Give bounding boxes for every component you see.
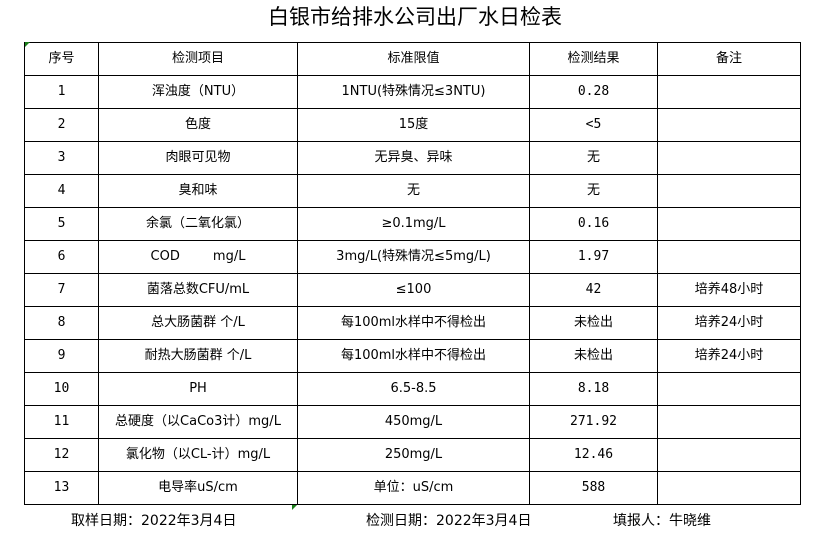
cell-item: 菌落总数CFU/mL — [98, 273, 298, 307]
inspection-table: 序号 检测项目 标准限值 检测结果 备注 1 浑浊度（NTU） 1NTU(特殊情况≤… — [24, 42, 801, 505]
cell-result: 42 — [529, 273, 658, 307]
header-limit: 标准限值 — [297, 42, 530, 76]
cell-limit: 无异臭、异味 — [297, 141, 530, 175]
cell-marker — [25, 42, 30, 47]
cell-remark — [657, 141, 801, 175]
cell-result: 未检出 — [529, 339, 658, 373]
cell-remark — [657, 174, 801, 208]
table-row: 13 电导率uS/cm 单位：uS/cm 588 — [24, 471, 801, 505]
cell-index: 12 — [24, 438, 99, 472]
cell-item: COD mg/L — [98, 240, 298, 274]
table-row: 7 菌落总数CFU/mL ≤100 42 培养48小时 — [24, 273, 801, 307]
table-row: 11 总硬度（以CaCo3计）mg/L 450mg/L 271.92 — [24, 405, 801, 439]
header-item: 检测项目 — [98, 42, 298, 76]
cell-limit: 250mg/L — [297, 438, 530, 472]
cell-item: 总大肠菌群 个/L — [98, 306, 298, 340]
cell-remark: 培养24小时 — [657, 306, 801, 340]
table-row: 2 色度 15度 <5 — [24, 108, 801, 142]
cell-remark — [657, 372, 801, 406]
cell-result: 1.97 — [529, 240, 658, 274]
cell-limit: ≤100 — [297, 273, 530, 307]
cell-limit: 15度 — [297, 108, 530, 142]
table-row: 10 PH 6.5-8.5 8.18 — [24, 372, 801, 406]
cell-limit: 3mg/L(特殊情况≤5mg/L) — [297, 240, 530, 274]
cell-marker — [292, 505, 297, 510]
table-row: 5 余氯（二氧化氯） ≥0.1mg/L 0.16 — [24, 207, 801, 241]
cell-remark — [657, 75, 801, 109]
cell-result: 无 — [529, 174, 658, 208]
cell-result: 0.28 — [529, 75, 658, 109]
cell-remark — [657, 471, 801, 505]
cell-item: 臭和味 — [98, 174, 298, 208]
cell-result: 588 — [529, 471, 658, 505]
cell-item: 总硬度（以CaCo3计）mg/L — [98, 405, 298, 439]
cell-item: 氯化物（以CL-计）mg/L — [98, 438, 298, 472]
cell-remark — [657, 405, 801, 439]
cell-remark — [657, 108, 801, 142]
cell-index: 2 — [24, 108, 99, 142]
cell-item: PH — [98, 372, 298, 406]
header-remark: 备注 — [657, 42, 801, 76]
cell-remark: 培养24小时 — [657, 339, 801, 373]
cell-result: 0.16 — [529, 207, 658, 241]
cell-remark — [657, 207, 801, 241]
cell-index: 11 — [24, 405, 99, 439]
cell-index: 7 — [24, 273, 99, 307]
table-row: 1 浑浊度（NTU） 1NTU(特殊情况≤3NTU) 0.28 — [24, 75, 801, 109]
cell-index: 4 — [24, 174, 99, 208]
cell-item: 电导率uS/cm — [98, 471, 298, 505]
cell-limit: 450mg/L — [297, 405, 530, 439]
page-title: 白银市给排水公司出厂水日检表 — [268, 5, 562, 29]
cell-index: 10 — [24, 372, 99, 406]
cell-item: 肉眼可见物 — [98, 141, 298, 175]
cell-limit: 6.5-8.5 — [297, 372, 530, 406]
cell-item: 耐热大肠菌群 个/L — [98, 339, 298, 373]
cell-item: 浑浊度（NTU） — [98, 75, 298, 109]
cell-remark: 培养48小时 — [657, 273, 801, 307]
sampling-date: 取样日期：2022年3月4日 — [71, 513, 237, 529]
cell-index: 8 — [24, 306, 99, 340]
test-date: 检测日期：2022年3月4日 — [366, 513, 532, 529]
table-row: 12 氯化物（以CL-计）mg/L 250mg/L 12.46 — [24, 438, 801, 472]
table-row: 8 总大肠菌群 个/L 每100ml水样中不得检出 未检出 培养24小时 — [24, 306, 801, 340]
cell-limit: 单位：uS/cm — [297, 471, 530, 505]
cell-result: 8.18 — [529, 372, 658, 406]
table-header-row: 序号 检测项目 标准限值 检测结果 备注 — [24, 42, 801, 76]
cell-limit: 无 — [297, 174, 530, 208]
table-row: 6 COD mg/L 3mg/L(特殊情况≤5mg/L) 1.97 — [24, 240, 801, 274]
cell-index: 3 — [24, 141, 99, 175]
table-row: 4 臭和味无无 — [24, 174, 801, 208]
table-row: 3 肉眼可见物 无异臭、异味无 — [24, 141, 801, 175]
header-index: 序号 — [24, 42, 99, 76]
cell-limit: 1NTU(特殊情况≤3NTU) — [297, 75, 530, 109]
reporter: 填报人：牛晓维 — [613, 513, 711, 529]
cell-item: 色度 — [98, 108, 298, 142]
cell-result: 271.92 — [529, 405, 658, 439]
table-row: 9 耐热大肠菌群 个/L 每100ml水样中不得检出 未检出 培养24小时 — [24, 339, 801, 373]
cell-result: 无 — [529, 141, 658, 175]
cell-item: 余氯（二氧化氯） — [98, 207, 298, 241]
cell-index: 6 — [24, 240, 99, 274]
cell-limit: 每100ml水样中不得检出 — [297, 339, 530, 373]
header-result: 检测结果 — [529, 42, 658, 76]
cell-index: 5 — [24, 207, 99, 241]
cell-limit: ≥0.1mg/L — [297, 207, 530, 241]
cell-limit: 每100ml水样中不得检出 — [297, 306, 530, 340]
cell-index: 13 — [24, 471, 99, 505]
cell-remark — [657, 438, 801, 472]
cell-result: 12.46 — [529, 438, 658, 472]
cell-index: 9 — [24, 339, 99, 373]
cell-remark — [657, 240, 801, 274]
cell-result: 未检出 — [529, 306, 658, 340]
cell-index: 1 — [24, 75, 99, 109]
cell-result: <5 — [529, 108, 658, 142]
